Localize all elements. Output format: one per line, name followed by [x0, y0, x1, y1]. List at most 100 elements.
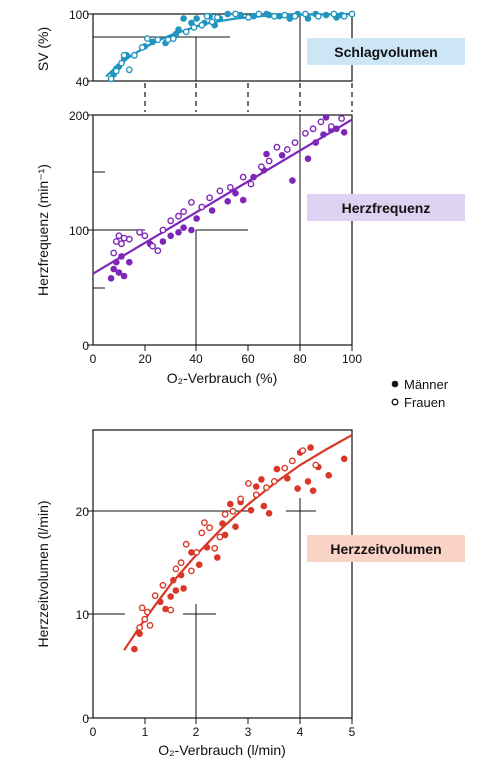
- co-point-women: [167, 606, 175, 614]
- co-ytick-20: 20: [76, 505, 90, 519]
- co-point-women: [221, 510, 229, 518]
- co-point-men: [232, 523, 239, 530]
- co-point-men: [260, 502, 268, 510]
- sv-gridlines: [93, 13, 301, 81]
- hr-point-men: [159, 238, 167, 245]
- hr-point-women: [291, 139, 299, 147]
- co-xtick-3: 3: [245, 725, 252, 739]
- co-title: Herzzeitvolumen: [330, 541, 441, 557]
- hr-point-women: [283, 146, 291, 153]
- sv-point-women: [198, 21, 206, 29]
- co-xtick-1: 1: [142, 725, 149, 739]
- co-point-women: [244, 480, 252, 487]
- hr-point-men: [118, 253, 125, 260]
- co-point-women: [193, 549, 201, 556]
- sv-point-women: [143, 35, 151, 42]
- panel-stroke-volume: 100 40 SV (%) Schlagvolumen: [35, 8, 465, 89]
- legend-women-marker: [391, 398, 399, 406]
- hr-point-women: [118, 240, 125, 248]
- sv-points: [107, 10, 356, 83]
- hr-point-women: [149, 242, 157, 250]
- co-point-men: [307, 444, 314, 451]
- co-point-women: [281, 464, 289, 472]
- sv-point-women: [232, 10, 239, 18]
- co-point-women: [299, 447, 307, 454]
- co-point-men: [188, 549, 195, 556]
- co-point-men: [170, 576, 177, 584]
- hr-xtick-80: 80: [293, 352, 307, 366]
- co-point-men: [180, 585, 187, 592]
- hr-point-men: [110, 265, 117, 273]
- sv-y-axis-label: SV (%): [35, 27, 51, 71]
- sv-point-men: [193, 15, 200, 22]
- sv-title-badge: [307, 38, 465, 65]
- co-ytick-10: 10: [76, 608, 90, 622]
- hr-point-women: [159, 226, 167, 234]
- hr-point-men: [333, 125, 340, 133]
- hr-point-men: [322, 114, 330, 121]
- sv-point-women: [270, 12, 278, 20]
- hr-point-women: [125, 235, 133, 243]
- hr-point-men: [208, 207, 216, 214]
- hr-x-axis-label: O₂-Verbrauch (%): [167, 370, 277, 386]
- co-point-men: [221, 531, 229, 539]
- co-point-women: [187, 567, 195, 575]
- sv-point-men: [276, 12, 283, 20]
- hr-point-men: [232, 189, 239, 197]
- hr-title: Herzfrequenz: [342, 200, 431, 216]
- co-axis-ticks: [87, 510, 353, 724]
- co-point-men: [162, 605, 169, 613]
- co-gridlines: [93, 498, 316, 718]
- hr-point-women: [206, 194, 214, 202]
- co-point-women: [229, 507, 237, 515]
- hr-gridlines: [93, 115, 301, 345]
- hr-point-women: [136, 228, 144, 236]
- sv-point-men: [175, 26, 182, 33]
- hr-ytick-100: 100: [69, 224, 89, 238]
- co-point-women: [151, 592, 159, 599]
- sv-ytick-100: 100: [69, 8, 89, 22]
- sv-point-women: [182, 28, 190, 36]
- sv-point-women: [291, 12, 299, 20]
- hr-point-men: [167, 232, 174, 240]
- hr-point-men: [263, 150, 270, 158]
- co-point-men: [284, 475, 291, 482]
- co-point-men: [177, 571, 185, 579]
- hr-point-women: [239, 173, 247, 181]
- hr-y-axis-label: Herzfrequenz (min⁻¹): [35, 164, 51, 296]
- sv-point-women: [330, 10, 338, 18]
- co-point-women: [136, 624, 144, 631]
- hr-point-women: [216, 187, 224, 195]
- hr-point-men: [115, 269, 123, 276]
- hr-point-women: [110, 249, 118, 257]
- hr-axis-ticks: [87, 114, 353, 351]
- hr-xtick-0: 0: [90, 352, 97, 366]
- hr-point-men: [180, 224, 187, 231]
- hr-point-women: [257, 163, 265, 171]
- sv-point-women: [340, 12, 348, 20]
- legend-women-label: Frauen: [404, 395, 445, 410]
- sv-point-women: [107, 75, 115, 83]
- co-point-women: [143, 608, 151, 616]
- hr-point-women: [180, 208, 188, 216]
- sv-point-women: [190, 23, 198, 31]
- sv-point-women: [314, 12, 322, 20]
- sv-point-men: [237, 11, 244, 19]
- hr-point-men: [239, 196, 247, 204]
- sv-point-women: [169, 35, 177, 42]
- hr-point-women: [167, 217, 175, 225]
- co-point-men: [309, 487, 317, 495]
- hr-point-men: [304, 155, 312, 162]
- co-point-women: [141, 615, 149, 623]
- hr-point-women: [120, 234, 128, 242]
- hr-point-men: [175, 229, 182, 236]
- sv-point-men: [149, 38, 156, 46]
- co-point-men: [273, 465, 281, 473]
- hr-point-men: [312, 139, 320, 146]
- co-point-women: [312, 461, 320, 469]
- co-point-men: [203, 544, 211, 551]
- sv-point-women: [120, 51, 128, 59]
- co-point-men: [136, 630, 143, 637]
- hr-point-men: [340, 129, 348, 136]
- co-point-women: [146, 622, 154, 629]
